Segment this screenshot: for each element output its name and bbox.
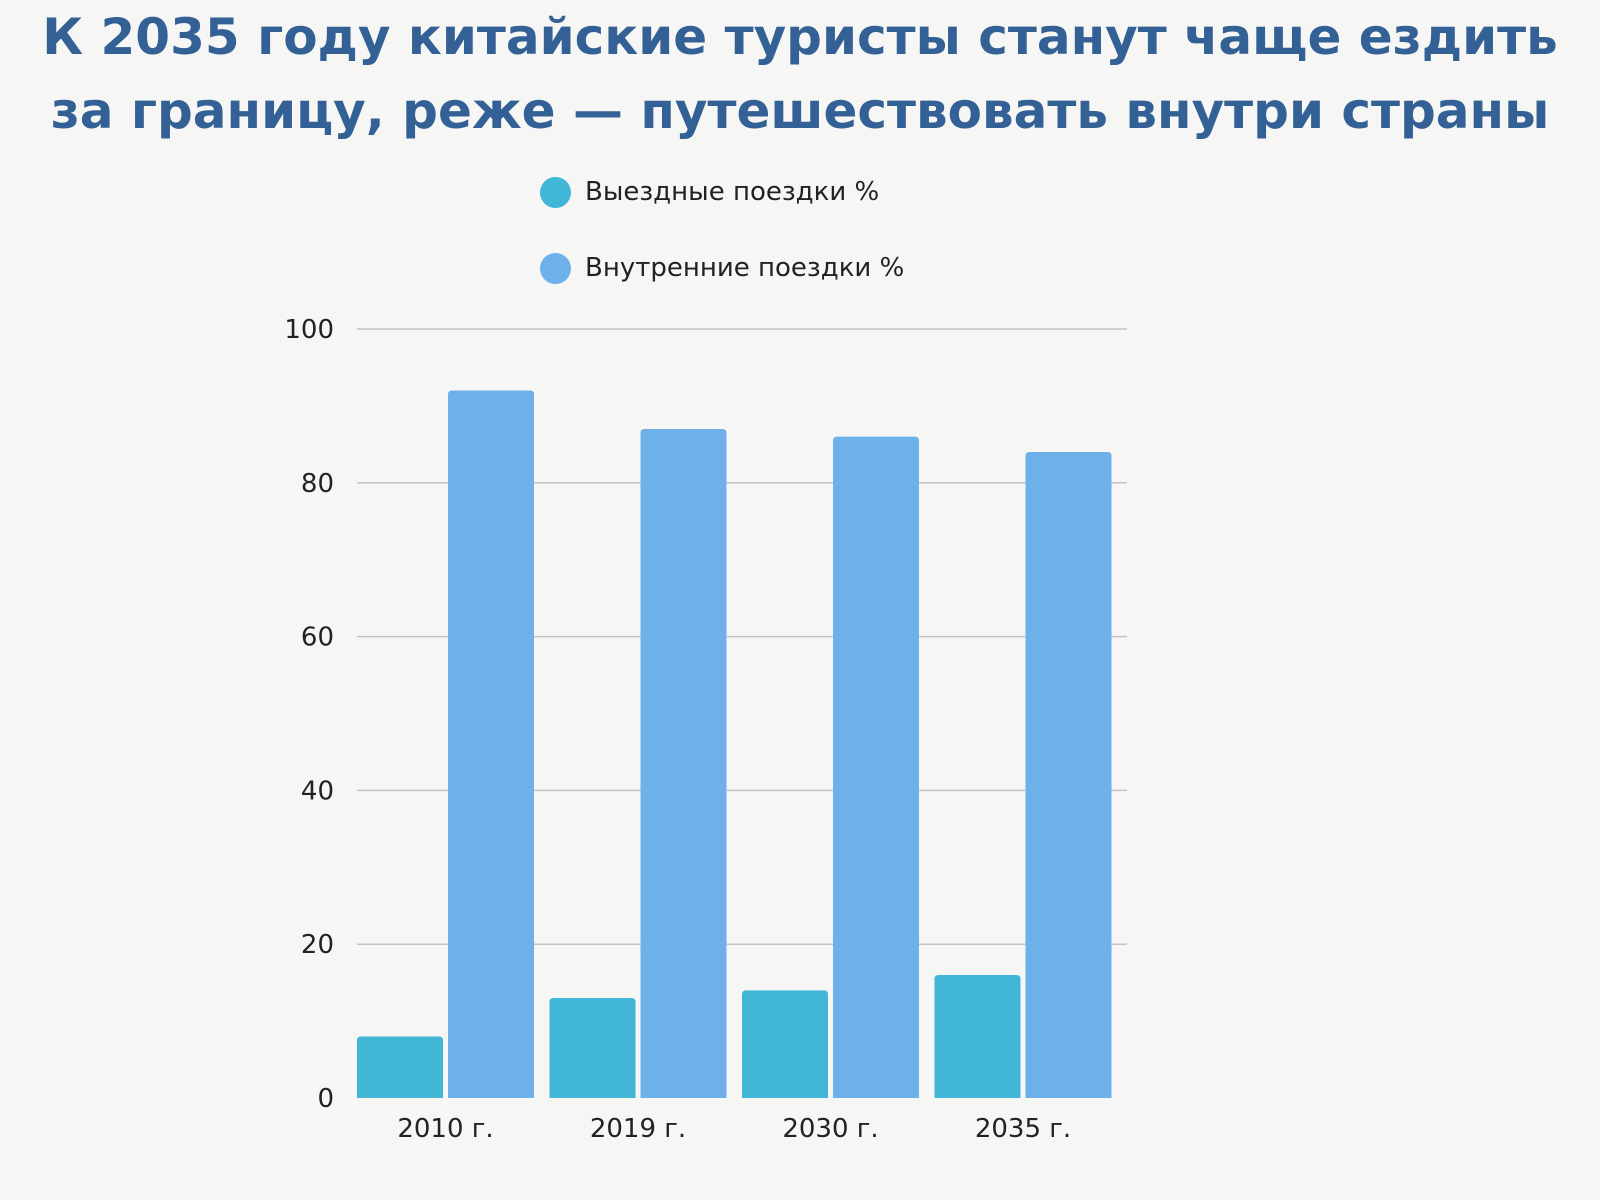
- legend-label-outbound: Выездные поездки %: [585, 177, 880, 207]
- bar-outbound-3: [934, 974, 1021, 1098]
- bar-outbound-0: [357, 1036, 443, 1098]
- legend-dot-domestic: [540, 252, 571, 284]
- y-tick-label-0: 0: [317, 1084, 334, 1114]
- legend-dot-outbound: [540, 176, 571, 208]
- x-tick-label-0: 2010 г.: [397, 1114, 493, 1144]
- x-tick-label-2: 2030 г.: [782, 1114, 878, 1144]
- bar-domestic-3: [1025, 452, 1112, 1098]
- bar-outbound-1: [549, 998, 636, 1098]
- y-tick-label-40: 40: [301, 776, 334, 806]
- chart-title: К 2035 году китайские туристы станут чащ…: [0, 0, 1600, 148]
- x-tick-label-1: 2019 г.: [590, 1114, 686, 1144]
- y-tick-label-60: 60: [301, 623, 334, 653]
- y-tick-label-80: 80: [301, 469, 334, 499]
- legend-item-domestic: Внутренние поездки %: [540, 248, 904, 288]
- bar-domestic-0: [448, 390, 534, 1098]
- legend-label-domestic: Внутренние поездки %: [585, 253, 905, 283]
- legend-item-outbound: Выездные поездки %: [540, 172, 904, 212]
- bar-domestic-1: [640, 428, 727, 1099]
- x-tick-label-3: 2035 г.: [975, 1114, 1071, 1144]
- bar-domestic-2: [833, 436, 919, 1098]
- y-tick-label-20: 20: [301, 930, 334, 960]
- bar-outbound-2: [742, 990, 828, 1098]
- y-tick-label-100: 100: [284, 315, 334, 345]
- chart-title-line-2: за границу, реже — путешествовать внутри…: [50, 82, 1550, 140]
- chart-title-line-1: К 2035 году китайские туристы станут чащ…: [42, 8, 1558, 66]
- legend: Выездные поездки % Внутренние поездки %: [540, 172, 904, 324]
